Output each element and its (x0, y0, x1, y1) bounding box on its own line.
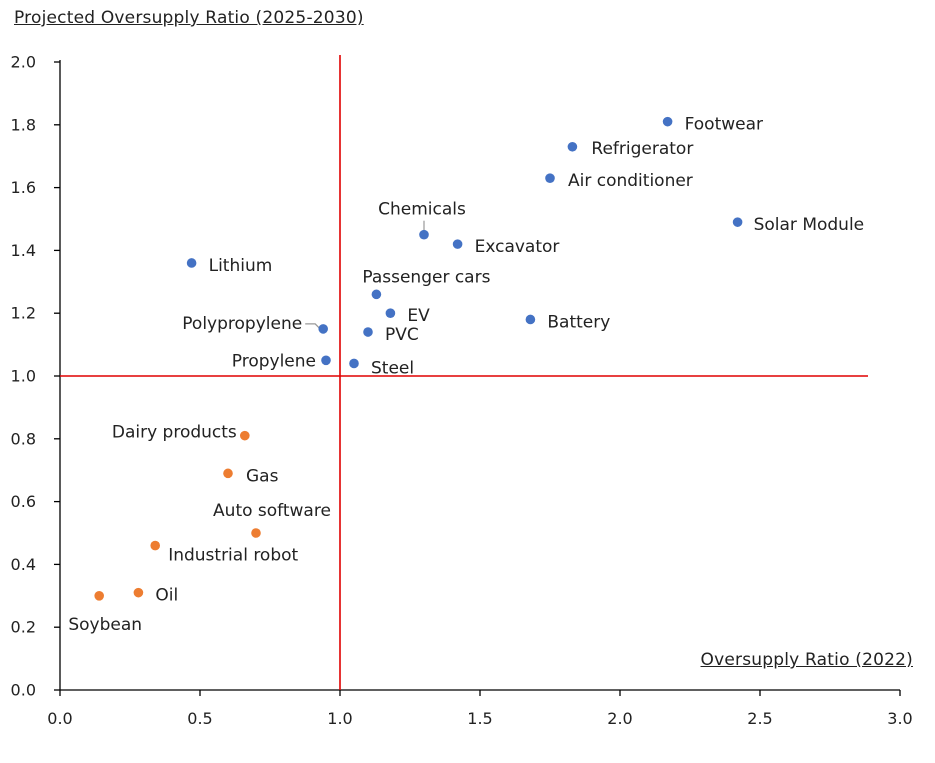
data-label-battery: Battery (547, 312, 610, 332)
y-tick-label: 0.6 (11, 492, 36, 511)
data-point-ev (385, 308, 396, 319)
data-label-steel: Steel (371, 358, 414, 378)
y-tick-label: 0.8 (11, 429, 36, 448)
data-point-chemicals (419, 229, 429, 240)
data-point-soybean (94, 591, 104, 601)
data-label-solar-module: Solar Module (754, 215, 865, 235)
data-label-chemicals: Chemicals (378, 200, 466, 220)
y-axis-title: Projected Oversupply Ratio (2025-2030) (14, 8, 364, 28)
data-point-gas (223, 468, 233, 479)
data-point-refrigerator (567, 141, 578, 152)
data-point-dairy-products (240, 430, 250, 441)
data-point-solar-module (732, 217, 743, 227)
x-tick-label: 3.0 (887, 709, 912, 728)
data-point-battery (525, 314, 536, 325)
data-label-oil: Oil (155, 586, 178, 606)
data-label-gas: Gas (246, 466, 279, 486)
data-label-passenger-cars: Passenger cars (362, 267, 490, 287)
data-label-industrial-robot: Industrial robot (168, 546, 298, 566)
data-point-footwear (662, 116, 673, 127)
y-tick-label: 1.8 (11, 115, 36, 134)
data-point-propylene (321, 355, 331, 366)
data-label-lithium: Lithium (209, 256, 273, 276)
data-point-passenger-cars (371, 289, 382, 300)
data-point-steel (349, 358, 359, 369)
x-tick-label: 1.5 (467, 709, 492, 728)
x-axis-title: Oversupply Ratio (2022) (700, 650, 913, 670)
y-tick-label: 1.4 (11, 241, 36, 260)
data-point-auto-software (251, 528, 261, 538)
data-point-lithium (186, 258, 197, 268)
y-tick-label: 2.0 (11, 53, 36, 72)
data-point-polypropylene (318, 324, 329, 334)
leader-line-polypropylene (305, 323, 321, 330)
x-tick-label: 0.5 (187, 709, 212, 728)
data-label-polypropylene: Polypropylene (182, 314, 302, 334)
data-label-dairy-products: Dairy products (112, 423, 237, 443)
y-tick-label: 0.0 (11, 681, 36, 700)
data-label-excavator: Excavator (475, 237, 560, 257)
data-label-auto-software: Auto software (213, 501, 331, 521)
data-label-pvc: PVC (385, 325, 419, 345)
x-tick-label: 2.5 (747, 709, 772, 728)
y-tick-label: 1.0 (11, 367, 36, 386)
data-label-air-conditioner: Air conditioner (568, 171, 693, 191)
y-tick-label: 0.2 (11, 618, 36, 637)
data-label-soybean: Soybean (68, 615, 142, 635)
x-tick-label: 1.0 (327, 709, 352, 728)
data-label-ev: EV (407, 306, 430, 326)
data-point-air-conditioner (545, 173, 555, 183)
data-point-excavator (452, 239, 463, 249)
y-tick-label: 0.4 (11, 555, 36, 574)
data-point-industrial-robot (150, 540, 160, 551)
y-tick-label: 1.2 (11, 304, 36, 323)
x-tick-label: 0.0 (47, 709, 72, 728)
data-label-footwear: Footwear (685, 115, 763, 135)
x-tick-label: 2.0 (607, 709, 632, 728)
data-point-oil (133, 587, 144, 598)
data-label-refrigerator: Refrigerator (591, 139, 693, 159)
data-label-propylene: Propylene (232, 351, 316, 371)
y-tick-label: 1.6 (11, 178, 36, 197)
data-point-pvc (363, 327, 373, 337)
